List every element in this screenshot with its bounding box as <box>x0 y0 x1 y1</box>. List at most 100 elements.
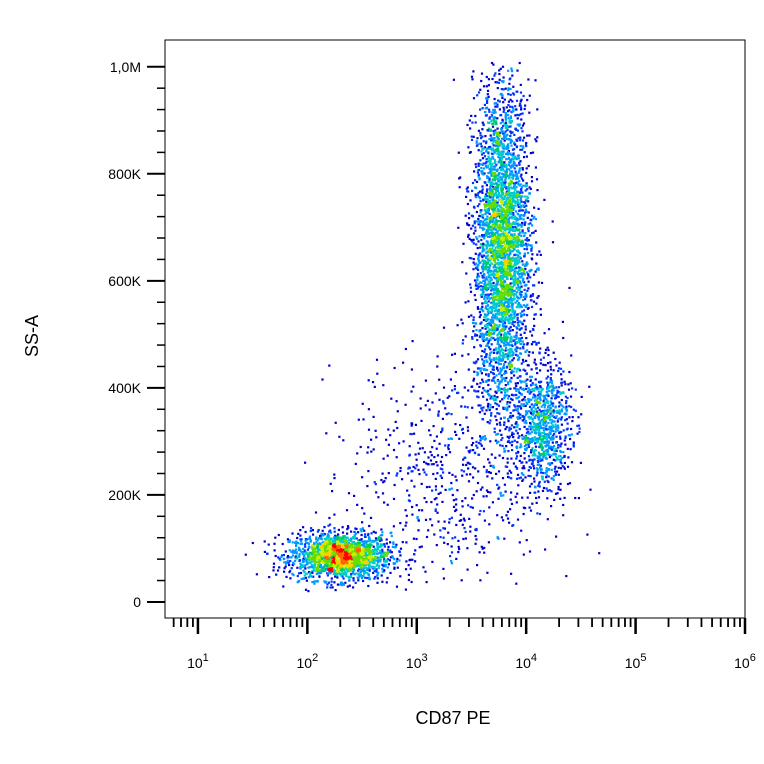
data-point <box>490 136 493 139</box>
data-point <box>361 575 364 578</box>
data-point <box>348 539 351 542</box>
data-point <box>357 564 360 568</box>
data-point <box>478 142 481 145</box>
data-point <box>322 534 325 537</box>
data-point <box>496 379 499 382</box>
data-point <box>510 294 513 297</box>
data-point <box>494 177 497 180</box>
data-point <box>510 354 513 357</box>
data-point <box>334 575 337 578</box>
data-point <box>519 312 522 315</box>
data-point <box>497 138 500 141</box>
data-point <box>509 140 512 143</box>
data-point <box>506 330 509 333</box>
data-point <box>496 292 499 295</box>
data-point <box>315 536 318 539</box>
data-point <box>505 233 508 236</box>
data-point <box>520 108 523 111</box>
data-point <box>348 575 351 578</box>
data-point <box>511 431 514 434</box>
data-point <box>317 571 320 575</box>
data-point <box>504 178 507 182</box>
data-point <box>486 242 489 245</box>
data-point <box>327 581 330 584</box>
data-point <box>272 562 276 565</box>
data-point <box>313 562 316 566</box>
data-point <box>513 167 516 170</box>
data-point <box>478 335 481 339</box>
data-point <box>514 183 517 186</box>
data-point <box>496 117 499 120</box>
data-point <box>520 188 523 191</box>
data-point <box>483 249 486 252</box>
data-point <box>504 112 507 115</box>
data-point <box>508 267 511 270</box>
data-point <box>530 294 533 297</box>
data-point <box>498 215 501 218</box>
data-point <box>528 392 531 395</box>
data-point <box>502 249 505 252</box>
data-point <box>505 298 508 301</box>
data-point <box>464 214 467 217</box>
data-point <box>251 541 254 545</box>
data-point <box>391 545 394 548</box>
data-point <box>482 140 485 143</box>
data-point <box>480 150 483 153</box>
data-point <box>488 117 491 120</box>
data-point <box>348 546 351 549</box>
data-point <box>493 269 496 272</box>
data-point <box>479 88 482 91</box>
data-point <box>535 140 538 143</box>
data-point <box>299 534 302 537</box>
data-point <box>516 190 519 193</box>
data-point <box>479 226 482 229</box>
data-point <box>387 563 390 566</box>
data-point <box>302 577 305 580</box>
data-point <box>498 271 501 274</box>
data-point <box>255 573 258 576</box>
data-point <box>517 258 520 261</box>
data-point <box>323 526 326 529</box>
data-point <box>302 557 305 560</box>
data-point <box>305 572 308 575</box>
scatter-points <box>244 61 601 593</box>
data-point <box>518 163 521 166</box>
data-point <box>357 539 360 542</box>
data-point <box>496 412 499 415</box>
data-point <box>498 252 501 256</box>
data-point <box>521 231 524 234</box>
data-point <box>498 220 501 223</box>
data-point <box>293 559 297 563</box>
data-point <box>327 561 330 564</box>
data-point <box>512 153 515 156</box>
data-point <box>507 193 510 197</box>
data-point <box>507 352 510 355</box>
data-point <box>502 183 505 186</box>
data-point <box>508 212 511 215</box>
data-point <box>508 366 512 370</box>
data-point <box>503 387 506 390</box>
data-point <box>480 295 483 298</box>
data-point <box>522 360 525 363</box>
data-point <box>511 292 515 295</box>
data-point <box>477 396 480 399</box>
data-point <box>331 557 334 560</box>
data-point <box>351 554 354 557</box>
data-point <box>523 313 526 316</box>
data-point <box>519 282 522 285</box>
data-point <box>501 262 504 265</box>
data-point <box>503 155 506 159</box>
data-point <box>496 262 499 265</box>
data-point <box>358 561 361 564</box>
data-point <box>511 344 514 348</box>
data-point <box>476 237 479 240</box>
data-point <box>368 562 371 565</box>
data-point <box>491 310 494 313</box>
data-point <box>476 284 479 287</box>
data-point <box>481 338 484 341</box>
data-point <box>358 575 361 578</box>
data-point <box>286 559 289 562</box>
data-point <box>489 250 492 253</box>
data-point <box>339 536 342 539</box>
data-point <box>315 557 318 560</box>
